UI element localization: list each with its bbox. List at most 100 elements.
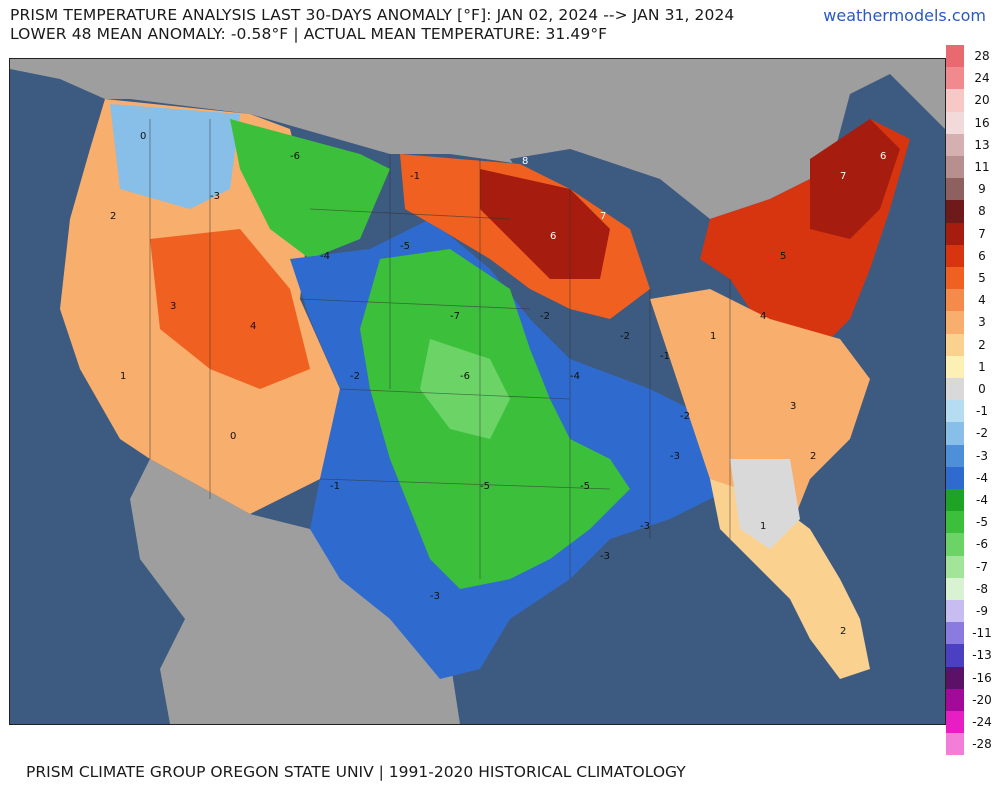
label-co: -2 bbox=[350, 371, 360, 382]
legend-label: 20 bbox=[974, 93, 990, 108]
label-ny: 5 bbox=[780, 251, 786, 262]
legend-entry: 1 bbox=[946, 355, 1000, 378]
site-link[interactable]: weathermodels.com bbox=[823, 6, 986, 25]
label-va: 3 bbox=[790, 401, 796, 412]
legend-entry: -11 bbox=[946, 622, 1000, 645]
legend-swatch bbox=[946, 489, 964, 512]
legend-entry: 6 bbox=[946, 244, 1000, 267]
legend-label: 24 bbox=[974, 71, 990, 86]
legend-entry: 2 bbox=[946, 333, 1000, 356]
legend-swatch bbox=[946, 45, 964, 68]
legend-entry: 20 bbox=[946, 89, 1000, 112]
label-mi: 7 bbox=[600, 211, 606, 222]
legend-swatch bbox=[946, 622, 964, 645]
legend-swatch bbox=[946, 111, 964, 134]
legend-swatch bbox=[946, 333, 964, 356]
label-mt: -6 bbox=[290, 151, 300, 162]
legend-entry: -4 bbox=[946, 489, 1000, 512]
legend-swatch bbox=[946, 133, 964, 156]
legend-label: -4 bbox=[976, 470, 988, 485]
legend-entry: -24 bbox=[946, 711, 1000, 734]
legend-swatch bbox=[946, 533, 964, 556]
label-pa: 4 bbox=[760, 311, 766, 322]
label-az: 0 bbox=[230, 431, 236, 442]
legend-label: -8 bbox=[976, 581, 988, 596]
legend-label: -6 bbox=[976, 537, 988, 552]
legend-swatch bbox=[946, 444, 964, 467]
label-nd: -1 bbox=[410, 171, 420, 182]
legend-entry: 28 bbox=[946, 45, 1000, 68]
label-id: -3 bbox=[210, 191, 220, 202]
legend-entry: -28 bbox=[946, 733, 1000, 756]
label-vt: 7 bbox=[840, 171, 846, 182]
legend-entry: -2 bbox=[946, 422, 1000, 445]
legend-label: -2 bbox=[976, 426, 988, 441]
legend-entry: 16 bbox=[946, 111, 1000, 134]
legend-label: -16 bbox=[972, 670, 992, 685]
legend-swatch bbox=[946, 466, 964, 489]
legend-label: 13 bbox=[974, 137, 990, 152]
legend-entry: -5 bbox=[946, 511, 1000, 534]
legend-entry: 24 bbox=[946, 67, 1000, 90]
legend-label: 11 bbox=[974, 160, 990, 174]
canada-land bbox=[10, 59, 945, 219]
legend-label: 7 bbox=[978, 226, 986, 241]
legend-entry: 7 bbox=[946, 222, 1000, 245]
legend-swatch bbox=[946, 156, 964, 179]
legend-entry: -4 bbox=[946, 466, 1000, 489]
legend-entry: -13 bbox=[946, 644, 1000, 667]
legend-label: 8 bbox=[978, 204, 986, 219]
label-in: -1 bbox=[660, 351, 670, 362]
legend-label: -13 bbox=[972, 648, 992, 663]
legend-entry: -3 bbox=[946, 444, 1000, 467]
label-nv: 3 bbox=[170, 301, 176, 312]
legend-swatch bbox=[946, 511, 964, 534]
legend-swatch bbox=[946, 267, 964, 290]
footer-credit: PRISM CLIMATE GROUP OREGON STATE UNIV | … bbox=[26, 763, 686, 781]
legend-label: -28 bbox=[972, 737, 992, 752]
legend-label: 0 bbox=[978, 382, 986, 396]
legend-label: 6 bbox=[978, 248, 986, 263]
legend-label: -4 bbox=[976, 493, 988, 507]
color-legend: 28 24 20 16 13 11 9 8 7 6 5 4 3 2 1 0 -1 -2 -3 -4 -4 -5 -6 -7 -8… bbox=[946, 45, 1000, 756]
legend-label: -9 bbox=[976, 604, 988, 618]
label-ca: 1 bbox=[120, 371, 126, 382]
mexico-land bbox=[130, 459, 460, 724]
legend-swatch bbox=[946, 355, 964, 378]
legend-swatch bbox=[946, 422, 964, 445]
legend-swatch bbox=[946, 577, 964, 600]
label-tx: -3 bbox=[430, 591, 440, 602]
legend-entry: 0 bbox=[946, 378, 1000, 401]
legend-entry: -8 bbox=[946, 577, 1000, 600]
legend-label: -24 bbox=[972, 715, 992, 729]
map-title: PRISM TEMPERATURE ANALYSIS LAST 30-DAYS … bbox=[10, 6, 735, 24]
label-ky: -2 bbox=[680, 411, 690, 422]
legend-swatch bbox=[946, 666, 964, 689]
legend-swatch bbox=[946, 200, 964, 223]
legend-entry: -9 bbox=[946, 600, 1000, 623]
legend-swatch bbox=[946, 711, 964, 734]
legend-entry: 4 bbox=[946, 289, 1000, 312]
legend-label: -7 bbox=[976, 559, 988, 574]
legend-entry: 8 bbox=[946, 200, 1000, 223]
label-il: -2 bbox=[620, 331, 630, 342]
anomaly-map: 8 7 6 6 7 5 4 3 2 2 1 -6 -7 -5 -3 -5 -3 … bbox=[9, 58, 946, 725]
legend-label: 16 bbox=[974, 115, 990, 130]
label-tn: -3 bbox=[670, 451, 680, 462]
label-ga: 1 bbox=[760, 521, 766, 532]
legend-label: 28 bbox=[974, 49, 990, 63]
legend-swatch bbox=[946, 688, 964, 711]
legend-swatch bbox=[946, 555, 964, 578]
legend-entry: 11 bbox=[946, 156, 1000, 179]
label-ks: -6 bbox=[460, 371, 470, 382]
label-wa: 0 bbox=[140, 131, 146, 142]
label-or: 2 bbox=[110, 211, 116, 222]
legend-entry: 9 bbox=[946, 178, 1000, 201]
label-ok: -5 bbox=[480, 481, 490, 492]
legend-swatch bbox=[946, 222, 964, 245]
legend-entry: 5 bbox=[946, 267, 1000, 290]
legend-entry: -1 bbox=[946, 400, 1000, 423]
legend-entry: 3 bbox=[946, 311, 1000, 334]
legend-swatch bbox=[946, 89, 964, 112]
label-wi: 6 bbox=[550, 231, 556, 242]
